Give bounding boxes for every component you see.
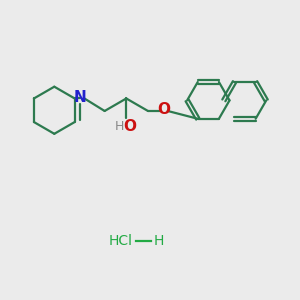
Text: HCl: HCl xyxy=(109,234,133,248)
Text: H: H xyxy=(154,234,164,248)
Text: N: N xyxy=(74,90,86,105)
Text: O: O xyxy=(123,119,136,134)
Text: O: O xyxy=(158,102,171,117)
Text: H: H xyxy=(115,120,124,133)
